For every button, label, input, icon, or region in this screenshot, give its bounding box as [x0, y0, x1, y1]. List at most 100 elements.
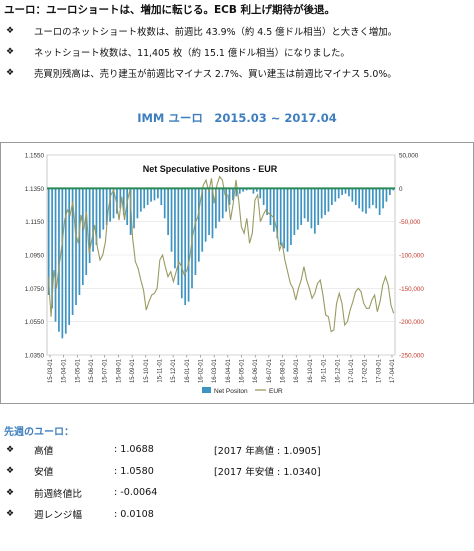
- stat-note: [2017 年安値 : 1.0340]: [214, 467, 321, 479]
- net-position-bar: [273, 188, 275, 232]
- net-position-bar: [228, 188, 231, 205]
- x-tick-label: 16-07-01: [267, 358, 273, 383]
- net-position-bar: [341, 188, 343, 195]
- net-position-bar: [290, 188, 292, 245]
- bullet-item: ❖ ユーロのネットショート枚数は、前週比 43.9%（約 4.5 億ドル相当）と…: [4, 20, 470, 41]
- net-position-bar: [51, 188, 53, 309]
- x-tick-label: 15-08-01: [116, 358, 122, 383]
- diamond-bullet-icon: ❖: [6, 509, 15, 520]
- net-position-bar: [122, 188, 125, 215]
- net-position-bar: [232, 188, 234, 201]
- x-tick-label: 15-04-01: [62, 358, 68, 383]
- net-position-bar: [78, 188, 81, 295]
- line-series: [47, 175, 395, 333]
- legend: Net Positon EUR: [202, 387, 283, 395]
- net-position-bar: [150, 188, 152, 202]
- net-position-bar: [160, 188, 163, 205]
- x-tick-label: 15-06-01: [89, 358, 95, 383]
- net-position-bar: [47, 188, 50, 295]
- net-position-bar: [365, 188, 367, 214]
- net-position-bar: [255, 188, 258, 192]
- net-position-bar: [170, 188, 173, 252]
- x-tick-label: 16-05-01: [240, 358, 246, 383]
- y-left-tick-label: 1.0750: [25, 286, 45, 293]
- x-tick-label: 16-12-01: [335, 358, 341, 383]
- net-position-bar: [204, 188, 207, 242]
- net-position-bar: [197, 188, 200, 262]
- net-position-bar: [163, 188, 166, 219]
- net-position-bar: [225, 188, 227, 212]
- stat-label: 前週終値比: [34, 488, 82, 500]
- net-position-bar: [54, 188, 57, 322]
- bullet-text: ネットショート枚数は、11,405 枚（約 15.1 億ドル相当）になりました。: [34, 47, 350, 59]
- net-position-bar: [109, 188, 111, 222]
- net-position-bar: [266, 188, 268, 215]
- chart-heading: IMM ユーロ 2015.03 ~ 2017.04: [137, 111, 337, 125]
- y-right-tick-label: -50,000: [399, 219, 421, 226]
- net-position-bar: [354, 188, 357, 205]
- net-position-bar: [252, 188, 255, 194]
- x-tick-label: 17-03-01: [376, 358, 382, 383]
- stat-value: : 0.0108: [114, 508, 154, 520]
- net-position-bar: [385, 188, 388, 202]
- net-position-bar: [259, 188, 262, 199]
- net-position-bar: [389, 188, 391, 195]
- net-position-bar: [119, 188, 122, 209]
- net-position-bar: [300, 188, 303, 225]
- x-tick-label: 16-02-01: [198, 358, 204, 383]
- net-position-bar: [293, 188, 296, 235]
- chart-container: 1.1550 1.1350 1.1150 1.0950 1.0750 1.0550 1.03…: [0, 142, 474, 404]
- net-position-bar: [310, 188, 313, 229]
- x-tick-label: 16-04-01: [226, 358, 232, 383]
- x-tick-label: 15-12-01: [171, 358, 177, 383]
- net-position-bar: [102, 188, 105, 230]
- net-position-bar: [184, 188, 187, 305]
- net-position-bar: [133, 188, 135, 229]
- x-tick-label: 16-06-01: [253, 358, 259, 383]
- x-tick-label: 16-09-01: [294, 358, 300, 383]
- stat-value: : 1.0580: [114, 465, 154, 477]
- x-tick-label: 16-01-01: [185, 358, 191, 383]
- x-tick-label: 17-02-01: [363, 358, 369, 383]
- net-position-bar: [71, 188, 74, 315]
- net-position-bar: [269, 188, 272, 225]
- net-position-bar: [324, 188, 326, 215]
- y-right-tick-label: -150,000: [399, 286, 424, 293]
- legend-label-net-positon: Net Positon: [214, 388, 248, 395]
- stat-row: ❖ 週レンジ幅 : 0.0108: [4, 504, 470, 526]
- legend-swatch-net-positon: [202, 387, 211, 393]
- weekly-stats: ❖ 高値 : 1.0688 [2017 年高値 : 1.0905] ❖ 安値 :…: [4, 439, 470, 525]
- y-left-tick-label: 1.1550: [25, 153, 45, 160]
- net-position-bar: [58, 188, 60, 332]
- stat-note: [2017 年高値 : 1.0905]: [214, 445, 321, 457]
- section-title: 先週のユーロ：: [4, 427, 74, 438]
- chart-title: Net Speculative Positons - EUR: [143, 164, 278, 174]
- net-position-bar: [351, 188, 354, 202]
- net-position-bar: [361, 188, 364, 212]
- net-position-bar: [105, 188, 108, 225]
- net-position-bar: [218, 188, 221, 222]
- y-left-tick-label: 1.0350: [25, 353, 45, 360]
- net-position-bar: [112, 188, 115, 219]
- x-tick-label: 15-07-01: [103, 358, 109, 383]
- x-tick-label: 17-04-01: [390, 358, 396, 383]
- net-position-bar: [75, 188, 77, 305]
- net-position-bar: [303, 188, 306, 219]
- net-position-bar: [317, 188, 320, 225]
- headline: ユーロ：ユーロショートは、増加に転じる。ECB 利上げ期待が後退。: [4, 4, 336, 16]
- x-tick-label: 16-11-01: [322, 358, 328, 382]
- net-position-bar: [344, 188, 347, 194]
- diamond-bullet-icon: ❖: [6, 25, 15, 36]
- x-tick-label: 15-03-01: [48, 358, 54, 383]
- stat-row: ❖ 安値 : 1.0580 [2017 年安値 : 1.0340]: [4, 461, 470, 483]
- net-position-bar: [262, 188, 265, 205]
- net-position-bar: [334, 188, 337, 202]
- net-position-bar: [153, 188, 156, 201]
- net-position-bar: [99, 188, 101, 239]
- net-position-bar: [146, 188, 149, 205]
- axes: 1.1550 1.1350 1.1150 1.0950 1.0750 1.0550 1.03…: [25, 153, 425, 384]
- y-right-tick-label: -200,000: [399, 319, 424, 326]
- net-position-bar: [88, 188, 91, 263]
- net-position-bar: [368, 188, 371, 209]
- net-position-bar: [81, 188, 84, 285]
